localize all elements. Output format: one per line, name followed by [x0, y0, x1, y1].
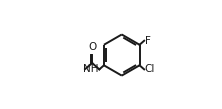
Text: NH: NH — [83, 64, 99, 74]
Text: O: O — [88, 42, 96, 52]
Text: F: F — [145, 36, 151, 46]
Text: Cl: Cl — [145, 64, 155, 74]
